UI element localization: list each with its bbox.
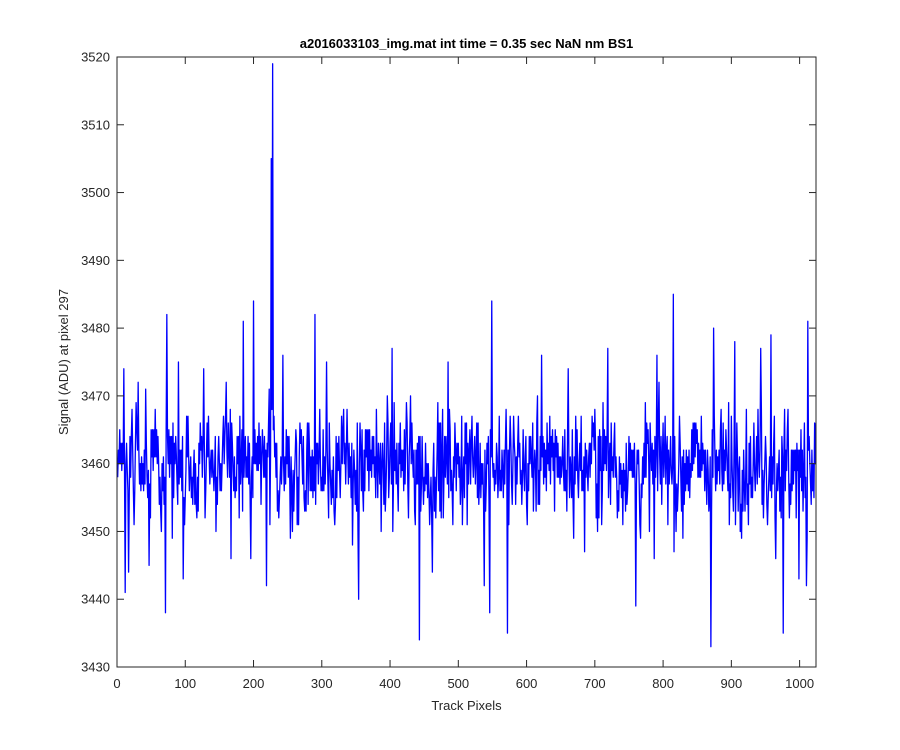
y-tick-label: 3520 [81,50,110,65]
y-tick-label: 3480 [81,321,110,336]
y-tick-label: 3510 [81,117,110,132]
x-tick-label: 200 [243,676,265,691]
y-tick-label: 3430 [81,660,110,675]
x-axis-label: Track Pixels [431,698,502,713]
series-layer [117,63,816,648]
x-tick-label: 1000 [785,676,814,691]
axes-box [116,56,817,668]
x-tick-label: 900 [721,676,743,691]
x-tick-label: 0 [113,676,120,691]
plot-area [117,57,816,667]
x-tick-label: 600 [516,676,538,691]
chart-title: a2016033103_img.mat int time = 0.35 sec … [300,36,634,51]
x-tick-label: 500 [447,676,469,691]
x-tick-label: 300 [311,676,333,691]
y-tick-label: 3440 [81,592,110,607]
x-tick-label: 100 [174,676,196,691]
y-tick-label: 3490 [81,253,110,268]
y-tick-label: 3450 [81,524,110,539]
y-axis-label: Signal (ADU) at pixel 297 [56,289,71,435]
signal-series-line [117,63,816,648]
y-tick-label: 3460 [81,456,110,471]
y-tick-label: 3500 [81,185,110,200]
x-tick-label: 800 [652,676,674,691]
x-tick-label: 400 [379,676,401,691]
y-tick-label: 3470 [81,388,110,403]
x-tick-label: 700 [584,676,606,691]
y-axis-ticks: 3430 3440 3450 3460 3470 3480 3490 3500 3510 3520 [81,50,816,675]
x-axis-ticks: 0 100 200 300 400 500 600 700 800 900 1000 [113,57,814,691]
